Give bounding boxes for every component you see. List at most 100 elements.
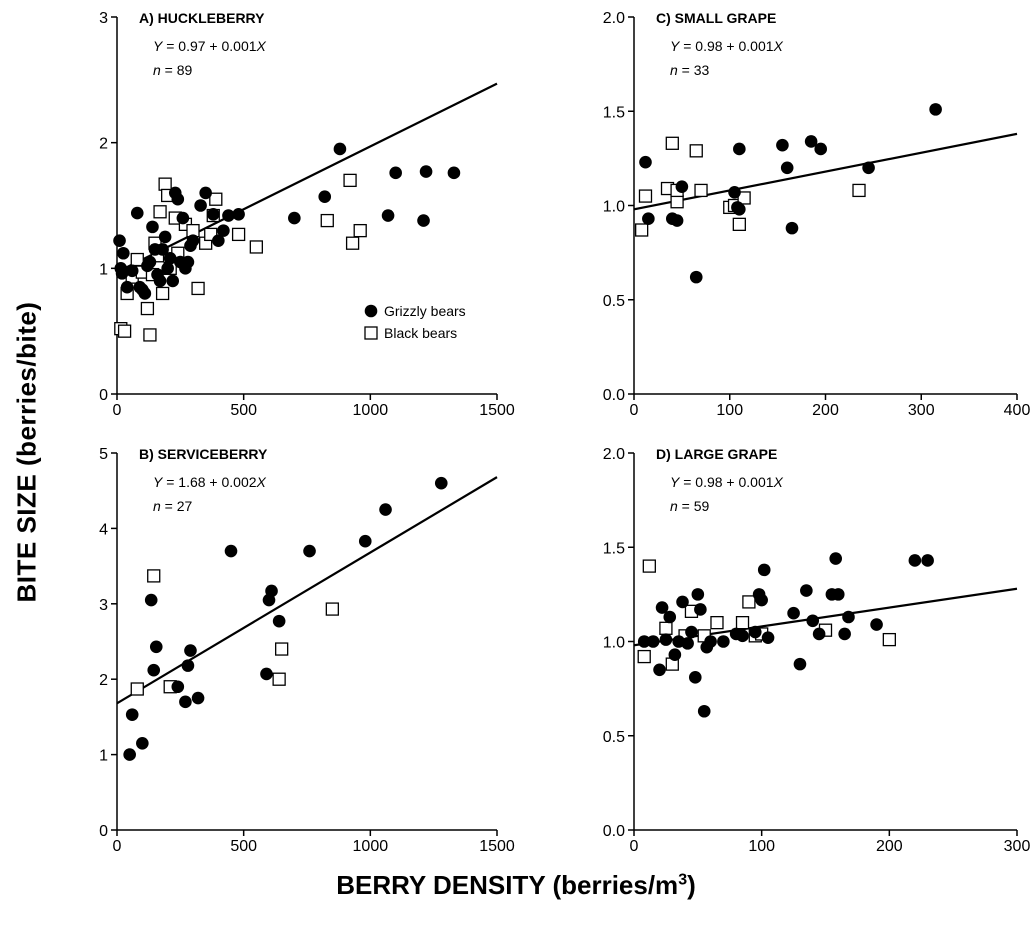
- black-bear-point: [130, 682, 144, 696]
- grizzly-bear-point: [681, 637, 694, 650]
- grizzly-bear-point: [736, 629, 749, 643]
- grizzly-bear-point: [146, 220, 159, 234]
- x-tick-label: 1500: [479, 838, 515, 855]
- x-tick-label: 500: [230, 402, 257, 419]
- black-bear-point: [143, 328, 157, 342]
- black-bear-point: [670, 195, 684, 209]
- black-bear-point: [191, 281, 205, 296]
- black-bear-point: [642, 559, 656, 573]
- panel-title: D) LARGE GRAPE: [656, 446, 777, 462]
- x-tick-label: 500: [230, 838, 257, 855]
- regression-line: [116, 476, 498, 705]
- y-tick-label: 1: [99, 748, 108, 765]
- black-bear-point: [635, 223, 649, 237]
- grizzly-bear-point: [870, 618, 883, 631]
- y-tick-label: 2: [99, 136, 108, 153]
- black-bear-point: [742, 595, 756, 609]
- y-tick-label: 1.0: [603, 635, 625, 652]
- grizzly-bear-point: [120, 280, 134, 294]
- grizzly-bear-point: [176, 211, 190, 225]
- black-bear-point: [710, 616, 724, 630]
- grizzly-bear-point: [717, 635, 730, 648]
- black-bear-point: [694, 183, 708, 198]
- panel-b: 0 1 2 3 4 5 0 500 1000 1500 B) SERVICEBERRY Y = 1.6…: [99, 446, 515, 855]
- grizzly-bear-point: [697, 704, 711, 718]
- legend: Grizzly bears Black bears: [364, 303, 466, 341]
- grizzly-bear-point: [637, 635, 651, 648]
- grizzly-bear-point: [288, 211, 301, 225]
- grizzly-bear-point: [222, 209, 235, 222]
- grizzly-bear-point: [379, 503, 392, 516]
- grizzly-bear-point: [642, 212, 655, 225]
- grizzly-bear-point: [755, 593, 768, 607]
- black-bear-point: [153, 205, 167, 219]
- y-tick-label: 1.0: [603, 199, 625, 216]
- grizzly-bear-point: [156, 243, 169, 256]
- grizzly-bear-point: [417, 214, 430, 227]
- y-tick-label: 0.0: [603, 387, 625, 404]
- grizzly-bear-point: [685, 625, 698, 639]
- black-bear-point: [343, 173, 357, 188]
- grizzly-bear-point: [659, 633, 673, 646]
- black-bear-point: [147, 569, 161, 583]
- y-axis-label-container: BITE SIZE (berries/bite): [0, 0, 60, 929]
- grizzly-bear-point: [272, 614, 286, 628]
- black-bear-point: [325, 602, 339, 616]
- grizzly-bear-point: [757, 563, 771, 577]
- y-tick-label: 3: [99, 597, 108, 614]
- black-bear-point: [231, 227, 246, 242]
- grizzly-bear-point: [663, 610, 677, 624]
- grizzly-bear-point: [800, 584, 813, 597]
- legend-label: Grizzly bears: [384, 303, 466, 319]
- grizzly-bear-point: [804, 135, 818, 148]
- x-tick-label: 0: [113, 402, 122, 419]
- grizzly-bear-point: [191, 691, 205, 705]
- black-bear-point: [737, 191, 751, 205]
- y-tick-label: 3: [99, 10, 108, 27]
- grizzly-bear-point: [434, 476, 448, 490]
- grizzly-bear-point: [113, 234, 126, 247]
- grizzly-bear-point: [358, 534, 372, 548]
- grizzly-bear-point: [787, 606, 800, 620]
- x-tick-label: 0: [113, 838, 122, 855]
- grizzly-bear-point: [181, 255, 195, 269]
- black-bear-point: [689, 144, 703, 158]
- grizzly-bear-point: [831, 588, 845, 601]
- grizzly-bear-point: [161, 262, 174, 275]
- grizzly-bear-point: [748, 625, 762, 639]
- grizzly-bear-point: [179, 695, 192, 709]
- grizzly-bear-point: [163, 251, 177, 265]
- grizzly-bear-point: [806, 614, 820, 628]
- x-tick-label: 400: [1004, 402, 1031, 419]
- grizzly-bear-point: [812, 627, 826, 641]
- grizzly-bear-point: [333, 142, 347, 156]
- y-tick-label: 0: [99, 387, 108, 404]
- y-tick-label: 0: [99, 823, 108, 840]
- panel-d: 0.0 0.5 1.0 1.5 2.0 0 100 200 300 D) LARGE GRAPE Y…: [603, 446, 1031, 855]
- grizzly-bear-point: [147, 663, 161, 677]
- x-axis-label-end: ): [687, 870, 696, 900]
- y-tick-label: 2.0: [603, 10, 625, 27]
- grizzly-bear-point: [776, 138, 789, 152]
- black-bear-point: [275, 642, 289, 656]
- panel-title: C) SMALL GRAPE: [656, 10, 776, 26]
- grizzly-bear-point: [166, 274, 180, 288]
- legend-black-marker: [364, 326, 378, 340]
- grizzly-bear-point: [655, 601, 669, 614]
- grizzly-bear-point: [123, 748, 136, 761]
- regression-equation: Y = 0.98 + 0.001X: [670, 38, 784, 54]
- legend-grizzly-marker: [364, 304, 378, 318]
- grizzly-bear-point: [733, 202, 746, 216]
- y-tick-label: 0.5: [603, 293, 625, 310]
- y-tick-label: 2.0: [603, 446, 625, 463]
- x-tick-label: 100: [748, 838, 775, 855]
- sample-size: n = 27: [153, 498, 193, 514]
- x-tick-label: 1000: [353, 402, 389, 419]
- grizzly-bear-point: [694, 603, 707, 616]
- y-tick-label: 2: [99, 672, 108, 689]
- grizzly-bear-point: [138, 287, 152, 300]
- grizzly-bear-point: [149, 640, 163, 654]
- black-bear-point: [353, 223, 367, 238]
- black-bear-point: [249, 240, 263, 254]
- black-bear-point: [732, 217, 746, 232]
